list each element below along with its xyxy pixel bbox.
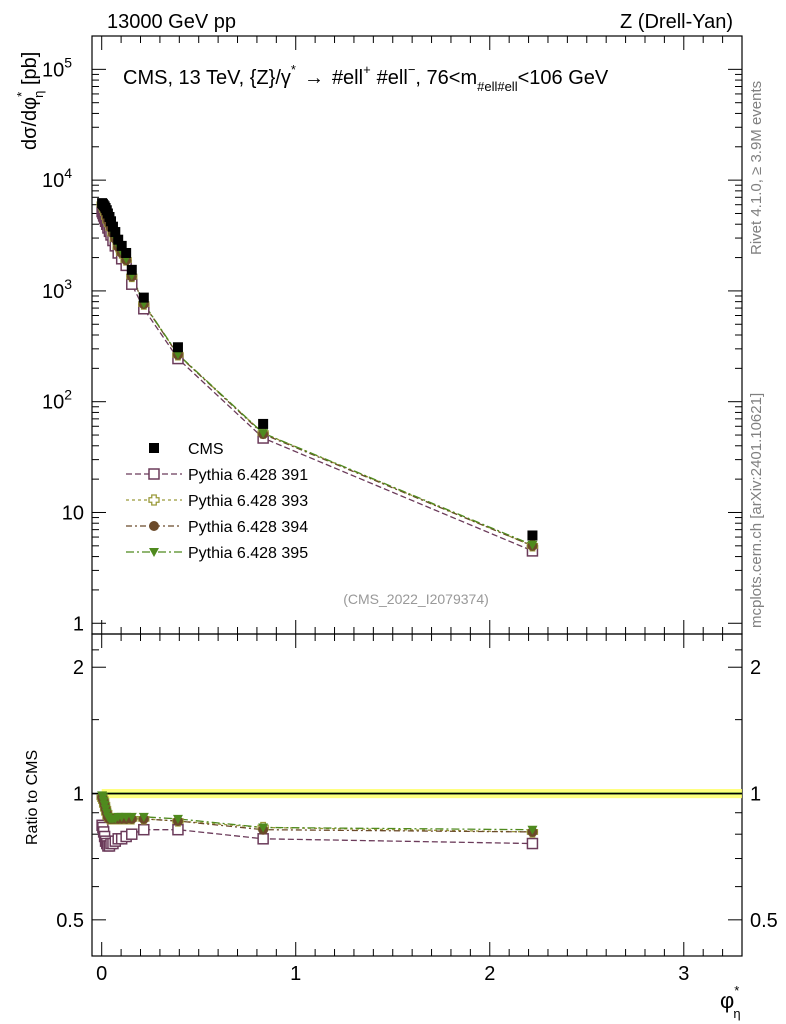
ratio-point (526, 837, 539, 850)
y-tick-label: 102 (42, 387, 72, 414)
ratio-tick-label-left: 0.5 (56, 910, 84, 932)
legend-label: CMS (188, 441, 224, 458)
main-series-group (96, 198, 539, 557)
legend-marker (149, 521, 159, 531)
ratio-line (101, 825, 533, 847)
cms-data-point (172, 342, 183, 353)
tick-exponent: 4 (64, 165, 72, 181)
tick-exponent: 2 (64, 387, 72, 403)
ratio-point (138, 823, 150, 836)
analysis-watermark: (CMS_2022_I2079374) (343, 591, 489, 607)
ratio-series-group (96, 791, 539, 852)
ratio-tick-label-right: 0.5 (750, 910, 778, 932)
ratio-tick-label-left: 1 (73, 784, 84, 806)
y-axis-label: dσ/dφ* η [pb] (14, 52, 46, 150)
legend-label: Pythia 6.428 393 (188, 493, 308, 510)
ratio-point (138, 812, 149, 822)
ratio-tick-label-left: 2 (73, 657, 84, 679)
cms-data-point (106, 216, 117, 227)
ratio-uncertainty-band (92, 789, 743, 799)
ratio-tick-label-right: 1 (750, 784, 761, 806)
legend-marker (149, 548, 159, 557)
chart-title: CMS, 13 TeV, {Z}/γ* → #ell+ #ell−, 76<m#ell… (123, 62, 609, 94)
ratio-line (101, 796, 533, 833)
series-line (101, 203, 533, 547)
ratio-point (527, 825, 538, 835)
legend-marker (149, 443, 159, 453)
cms-data-point (126, 264, 137, 275)
cms-data-point (110, 227, 121, 238)
series-line (101, 203, 533, 547)
ratio-axis-ticks: 0.5 0.5 1 1 2 2 0 1 2 3 (56, 634, 778, 985)
x-tick-label: 0 (96, 963, 107, 985)
ratio-line (101, 796, 533, 833)
y-tick-label: 10 (62, 502, 84, 524)
legend-marker (148, 468, 160, 480)
header-right: Z (Drell-Yan) (620, 11, 733, 33)
tick-exponent: 5 (64, 54, 72, 70)
legend-label: Pythia 6.428 394 (188, 519, 308, 536)
y-tick-label: 104 (42, 165, 72, 192)
series-line (101, 211, 533, 552)
tick-base: 10 (42, 392, 64, 414)
ratio-point (258, 823, 269, 833)
ratio-line (101, 795, 533, 831)
data-point (527, 540, 538, 550)
data-point (172, 350, 183, 360)
tick-base: 10 (42, 170, 64, 192)
mcplots-label: mcplots.cern.ch [arXiv:2401.10621] (748, 393, 765, 628)
ratio-y-axis-label: Ratio to CMS (24, 750, 41, 845)
cms-data-point (138, 292, 149, 303)
x-tick-label: 3 (678, 963, 689, 985)
cms-data-point (121, 247, 132, 258)
legend-label: Pythia 6.428 391 (188, 467, 308, 484)
legend-label: Pythia 6.428 395 (188, 545, 308, 562)
y-tick-label: 1 (73, 613, 84, 635)
header-left: 13000 GeV pp (107, 11, 236, 33)
cms-data-point (116, 240, 127, 251)
y-tick-label: 105 (42, 54, 72, 81)
series-line (101, 203, 533, 546)
tick-base: 10 (42, 59, 64, 81)
x-tick-label: 1 (290, 963, 301, 985)
x-tick-label: 2 (484, 963, 495, 985)
x-axis-label: φ* η (720, 983, 741, 1021)
y-tick-label: 103 (42, 276, 72, 303)
cms-data-point (107, 221, 118, 232)
legend-marker (148, 494, 160, 506)
tick-base: 10 (42, 281, 64, 303)
legend: CMS Pythia 6.428 391 Pythia 6.428 393 Pythi… (126, 441, 308, 562)
ratio-point (126, 812, 137, 822)
ratio-point (257, 833, 269, 845)
ratio-tick-label-right: 2 (750, 657, 761, 679)
tick-exponent: 3 (64, 276, 72, 292)
rivet-version-label: Rivet 4.1.0, ≥ 3.9M events (748, 81, 765, 255)
cms-data-point (527, 530, 538, 541)
ratio-point (172, 814, 183, 824)
data-point (258, 429, 269, 439)
cms-data-point (113, 234, 124, 245)
cms-data-point (258, 418, 269, 429)
ratio-point (126, 828, 138, 840)
